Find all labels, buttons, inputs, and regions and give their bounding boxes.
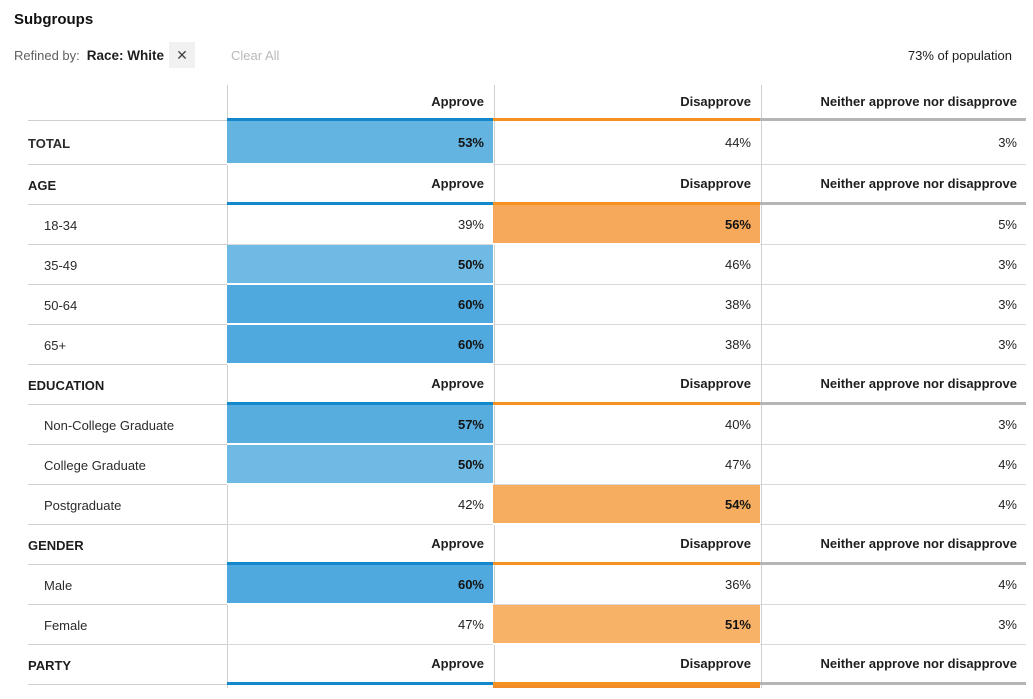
table-row: 65+ 60% 38% 3% — [14, 325, 1026, 365]
disapprove-value: 56% — [493, 205, 760, 245]
approve-value: 42% — [227, 485, 493, 525]
column-header-neither: Neither approve nor disapprove — [760, 165, 1026, 205]
page-title: Subgroups — [14, 11, 94, 28]
approve-value: 60% — [227, 565, 493, 605]
column-separator — [761, 85, 762, 688]
approve-value: 53% — [227, 121, 493, 165]
column-separator — [227, 85, 228, 688]
clear-all-button[interactable]: Clear All — [225, 47, 285, 64]
column-header-disapprove: Disapprove — [493, 85, 760, 121]
disapprove-value: 54% — [493, 485, 760, 525]
column-header-neither: Neither approve nor disapprove — [760, 525, 1026, 565]
neither-value: 3% — [760, 405, 1026, 445]
section-header-education: EDUCATION — [14, 365, 227, 405]
column-header-disapprove: Disapprove — [493, 365, 760, 405]
neither-value: 3% — [760, 245, 1026, 285]
column-header-disapprove: Disapprove — [493, 645, 760, 685]
table-row: AGE Approve Disapprove Neither approve nor … — [14, 165, 1026, 205]
row-label: 65+ — [14, 325, 227, 365]
column-header-disapprove: Disapprove — [493, 525, 760, 565]
table-row — [14, 685, 1026, 688]
column-header-approve: Approve — [227, 165, 493, 205]
table-row: 50-64 60% 38% 3% — [14, 285, 1026, 325]
table-row: Male 60% 36% 4% — [14, 565, 1026, 605]
table-row: TOTAL 53% 44% 3% — [14, 121, 1026, 165]
row-label: College Graduate — [14, 445, 227, 485]
table-row: 35-49 50% 46% 3% — [14, 245, 1026, 285]
disapprove-value: 38% — [493, 325, 760, 365]
column-header-neither: Neither approve nor disapprove — [760, 85, 1026, 121]
x-close-icon: ✕ — [176, 46, 188, 63]
approve-value: 50% — [227, 445, 493, 485]
column-header-approve: Approve — [227, 85, 493, 121]
disapprove-value: 40% — [493, 405, 760, 445]
table-row: PARTY Approve Disapprove Neither approve no… — [14, 645, 1026, 685]
row-label: Non-College Graduate — [14, 405, 227, 445]
population-share-label: 73% of population — [907, 47, 1012, 63]
section-header-gender: GENDER — [14, 525, 227, 565]
disapprove-value: 36% — [493, 565, 760, 605]
neither-value: 3% — [760, 605, 1026, 645]
neither-value: 4% — [760, 565, 1026, 605]
column-header-approve: Approve — [227, 525, 493, 565]
disapprove-value: 46% — [493, 245, 760, 285]
filter-chip-race-white: Race: White ✕ — [86, 42, 196, 68]
table-row: GENDER Approve Disapprove Neither approve n… — [14, 525, 1026, 565]
subgroups-page: Subgroups Refined by: Race: White ✕ Clea… — [0, 11, 1033, 688]
table-row: Approve Disapprove Neither approve nor dis… — [14, 85, 1026, 121]
row-label: 50-64 — [14, 285, 227, 325]
table-row: 18-34 39% 56% 5% — [14, 205, 1026, 245]
table-row: College Graduate 50% 47% 4% — [14, 445, 1026, 485]
approve-value: 47% — [227, 605, 493, 645]
refined-by-label: Refined by: — [14, 47, 80, 63]
disapprove-value: 51% — [493, 605, 760, 645]
refine-bar: Refined by: Race: White ✕ Clear All 73% … — [14, 42, 1012, 68]
neither-value: 3% — [760, 325, 1026, 365]
filter-chip-label: Race: White — [86, 47, 165, 63]
row-label: Male — [14, 565, 227, 605]
neither-value: 3% — [760, 285, 1026, 325]
row-label: Postgraduate — [14, 485, 227, 525]
approve-value: 60% — [227, 325, 493, 365]
disapprove-value: 47% — [493, 445, 760, 485]
table-row: Female 47% 51% 3% — [14, 605, 1026, 645]
row-label: 18-34 — [14, 205, 227, 245]
neither-value: 4% — [760, 485, 1026, 525]
approve-value: 39% — [227, 205, 493, 245]
column-header-approve: Approve — [227, 645, 493, 685]
column-header-neither: Neither approve nor disapprove — [760, 365, 1026, 405]
table-row: Non-College Graduate 57% 40% 3% — [14, 405, 1026, 445]
neither-value: 4% — [760, 445, 1026, 485]
neither-value: 3% — [760, 121, 1026, 165]
neither-value: 5% — [760, 205, 1026, 245]
row-label: TOTAL — [14, 121, 227, 165]
column-header-approve: Approve — [227, 365, 493, 405]
approve-value: 57% — [227, 405, 493, 445]
table-row: Postgraduate 42% 54% 4% — [14, 485, 1026, 525]
disapprove-value: 44% — [493, 121, 760, 165]
filter-chip-remove-button[interactable]: ✕ — [169, 42, 196, 68]
section-header-age: AGE — [14, 165, 227, 205]
subgroups-table: Approve Disapprove Neither approve nor dis… — [14, 85, 1026, 688]
section-header-party: PARTY — [14, 645, 227, 685]
approve-value: 60% — [227, 285, 493, 325]
column-separator — [494, 85, 495, 688]
table-row: EDUCATION Approve Disapprove Neither approv… — [14, 365, 1026, 405]
approve-value: 50% — [227, 245, 493, 285]
disapprove-value: 38% — [493, 285, 760, 325]
column-header-neither: Neither approve nor disapprove — [760, 645, 1026, 685]
cutoff-cell-disapprove — [493, 685, 760, 688]
table-corner-cell — [14, 85, 227, 121]
row-label: Female — [14, 605, 227, 645]
row-label: 35-49 — [14, 245, 227, 285]
column-header-disapprove: Disapprove — [493, 165, 760, 205]
